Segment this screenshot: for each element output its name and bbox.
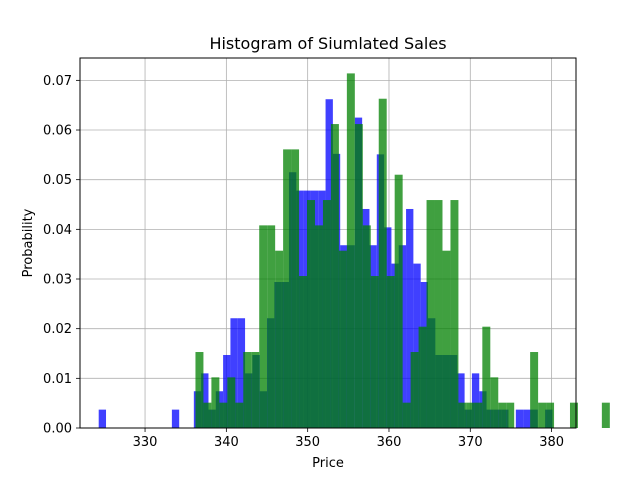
- histogram-bar: [98, 409, 107, 428]
- histogram-bar: [418, 326, 427, 428]
- y-tick-label: 0.00: [43, 422, 72, 437]
- histogram-bar: [458, 402, 467, 428]
- histogram-bar: [450, 200, 459, 428]
- histogram-bar: [394, 174, 403, 428]
- histogram-bar: [402, 402, 411, 428]
- histogram-bar: [413, 263, 421, 428]
- histogram-bar: [406, 208, 414, 428]
- y-tick-label: 0.06: [43, 124, 72, 139]
- x-tick-label: 360: [377, 435, 402, 450]
- series-2: [195, 73, 610, 429]
- histogram-bar: [523, 409, 531, 428]
- y-axis-label: Probability: [21, 208, 36, 277]
- histogram-bar: [330, 124, 339, 429]
- histogram-bar: [251, 352, 260, 428]
- y-tick-label: 0.07: [43, 74, 72, 89]
- histogram-bar: [203, 402, 212, 428]
- histogram-bar: [307, 200, 315, 428]
- histogram-bar: [322, 200, 331, 428]
- histogram-bar: [538, 402, 547, 428]
- histogram-bar: [490, 377, 499, 428]
- histogram-bar: [291, 149, 300, 428]
- histogram-bar: [243, 352, 252, 428]
- histogram-bar: [223, 354, 231, 428]
- histogram-bar: [283, 149, 292, 428]
- y-tick-label: 0.04: [43, 223, 72, 238]
- x-tick-label: 380: [539, 435, 564, 450]
- x-tick-label: 370: [458, 435, 483, 450]
- x-tick-label: 330: [133, 435, 158, 450]
- histogram-bar: [474, 402, 483, 428]
- histogram-bar: [442, 250, 451, 428]
- histogram-bar: [267, 225, 276, 428]
- histogram-bar: [546, 402, 555, 428]
- y-tick-label: 0.05: [43, 173, 72, 188]
- histogram-bar: [171, 409, 180, 428]
- histogram-bar: [569, 402, 578, 428]
- histogram-bar: [410, 352, 419, 428]
- histogram-bar: [227, 377, 236, 428]
- histogram-bar: [354, 124, 363, 429]
- histogram-bar: [506, 402, 515, 428]
- histogram-bars: [98, 73, 610, 429]
- y-tick-label: 0.02: [43, 322, 72, 337]
- histogram-bar: [482, 326, 491, 428]
- histogram-bar: [195, 352, 204, 428]
- x-tick-label: 340: [214, 435, 239, 450]
- histogram-bar: [378, 98, 387, 429]
- histogram-bar: [370, 276, 379, 428]
- histogram-bar: [235, 402, 244, 428]
- histogram-bar: [230, 318, 238, 428]
- histogram-bar: [466, 402, 475, 428]
- y-axis-ticks: 0.00 0.01 0.02 0.03 0.04 0.05 0.06 0.07: [43, 74, 80, 437]
- x-axis-ticks: 330 340 350 360 370 380: [133, 428, 564, 450]
- histogram-bar: [426, 200, 435, 428]
- histogram-bar: [211, 377, 220, 428]
- histogram-bar: [515, 409, 524, 428]
- histogram-bar: [219, 402, 228, 428]
- x-tick-label: 350: [295, 435, 320, 450]
- histogram-bar: [338, 250, 347, 428]
- histogram-bar: [237, 318, 246, 428]
- histogram-bar: [362, 225, 371, 428]
- histogram-bar: [259, 225, 268, 428]
- chart-title: Histogram of Siumlated Sales: [209, 34, 446, 53]
- histogram-bar: [498, 402, 507, 428]
- histogram-bar: [275, 250, 284, 428]
- plot-area-frame: [79, 57, 577, 429]
- histogram-bar: [314, 225, 323, 428]
- histogram-bar: [201, 373, 209, 428]
- histogram-bar: [386, 276, 395, 428]
- y-tick-label: 0.01: [43, 372, 72, 387]
- histogram-bar: [299, 276, 308, 428]
- histogram-bar: [457, 373, 465, 428]
- y-tick-label: 0.03: [43, 273, 72, 288]
- x-axis-label: Price: [312, 456, 344, 471]
- histogram-bar: [346, 73, 355, 429]
- histogram-bar: [434, 200, 443, 428]
- histogram-bar: [471, 373, 480, 428]
- histogram-bar: [601, 402, 610, 428]
- histogram-bar: [530, 352, 539, 428]
